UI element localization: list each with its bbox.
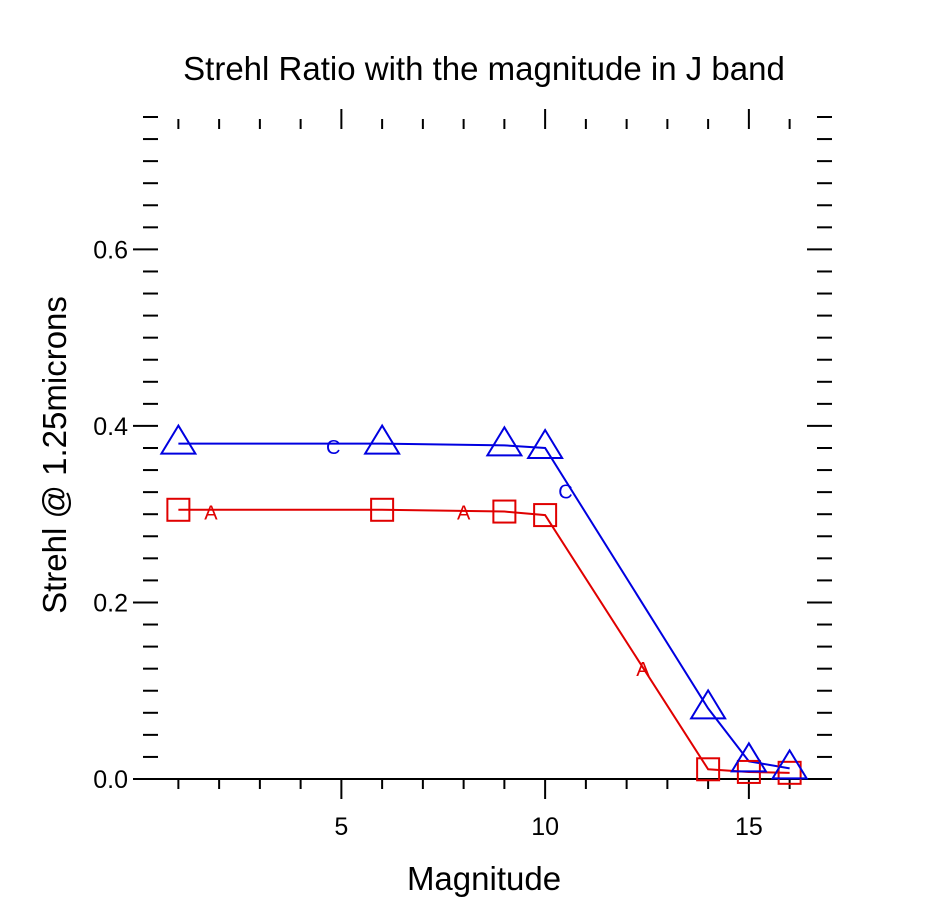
data-point-C [526, 428, 564, 459]
x-tick-label: 15 [735, 813, 763, 841]
series-label-A: A [457, 503, 471, 525]
data-point-C [730, 741, 768, 773]
data-point-C [770, 748, 809, 780]
series-line-A [178, 508, 790, 774]
series-line-C [178, 442, 790, 770]
y-tick-label: 0.6 [93, 236, 128, 264]
series-label-C: C [326, 437, 340, 459]
series-lines [178, 442, 790, 774]
x-tick-label: 5 [334, 813, 348, 841]
series-markers [159, 423, 809, 785]
data-point-A [370, 497, 395, 522]
x-tick-label: 10 [531, 813, 559, 841]
y-axis-title: Strehl @ 1.25microns [36, 296, 73, 614]
data-point-C [363, 423, 401, 455]
series-label-C: C [558, 481, 572, 503]
data-point-A [777, 760, 802, 785]
x-axis-title: Magnitude [407, 860, 561, 897]
data-point-A [166, 497, 191, 522]
y-axis: 0.0 0.2 0.4 0.6 [93, 116, 832, 794]
data-point-C [689, 688, 727, 720]
y-tick-label: 0.2 [93, 589, 128, 617]
data-point-A [492, 499, 517, 524]
series-labels: A A A C C [204, 437, 650, 681]
y-tick-label: 0.0 [93, 766, 128, 794]
chart-title: Strehl Ratio with the magnitude in J ban… [183, 50, 785, 87]
series-label-A: A [636, 659, 650, 681]
series-label-A: A [204, 503, 218, 525]
data-point-A [533, 503, 558, 528]
y-tick-label: 0.4 [93, 413, 128, 441]
data-point-A [696, 757, 721, 782]
x-axis: 5 10 15 [177, 109, 791, 841]
data-point-C [159, 423, 198, 455]
data-point-C [485, 425, 524, 457]
